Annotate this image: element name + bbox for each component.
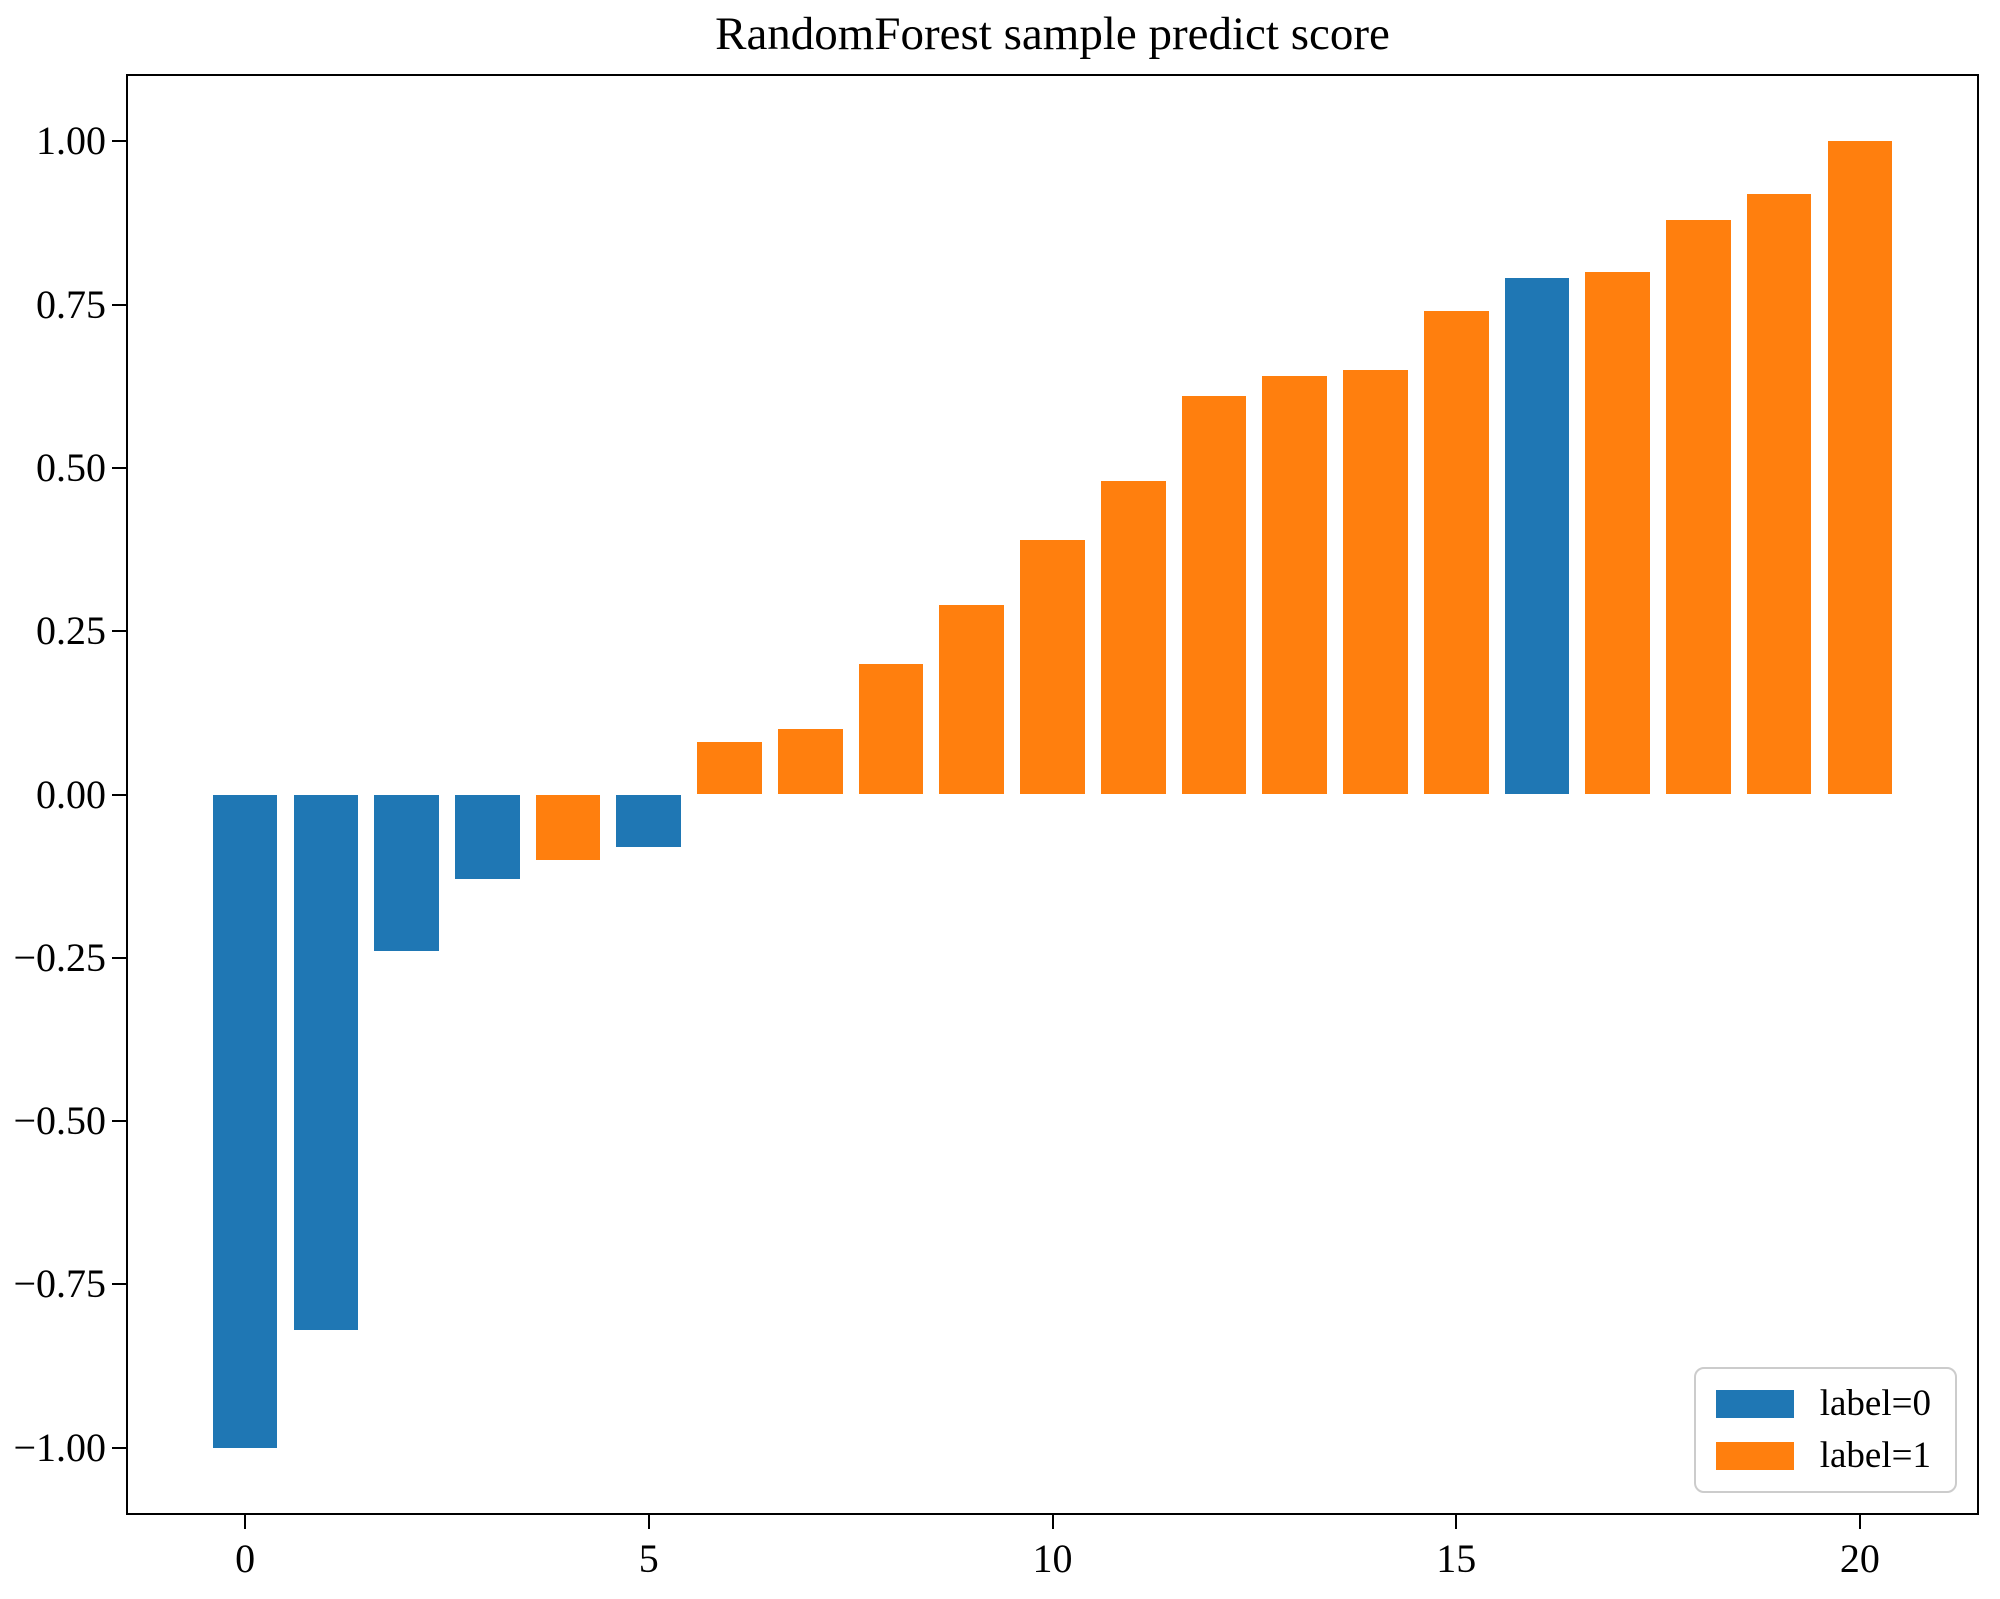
y-tick-mark xyxy=(112,140,126,143)
legend-swatch-label1 xyxy=(1715,1442,1794,1470)
x-tick-label: 10 xyxy=(1032,1536,1073,1581)
bar-x6 xyxy=(697,742,762,795)
bar-x9 xyxy=(939,605,1005,795)
x-tick-label: 0 xyxy=(235,1536,256,1581)
plot-area: label=0 label=1 1.00 0.75 0.50 0.25 0.00 −0.25… xyxy=(13,74,1979,1581)
bar-x3 xyxy=(455,794,520,880)
y-tick-mark xyxy=(112,1120,126,1123)
legend-label: label=1 xyxy=(1819,1435,1931,1476)
y-tick-mark xyxy=(112,630,126,633)
y-tick-mark xyxy=(112,1283,126,1286)
x-tick-mark xyxy=(1051,1515,1054,1529)
x-tick-mark xyxy=(244,1515,247,1529)
legend-label: label=0 xyxy=(1819,1383,1931,1424)
y-tick-label: 0.50 xyxy=(36,444,106,490)
bar-x10 xyxy=(1020,539,1085,795)
y-tick-label: −0.75 xyxy=(13,1261,106,1307)
legend-entry: label=0 xyxy=(1715,1383,1931,1424)
x-tick-label: 20 xyxy=(1839,1536,1880,1581)
bar-x7 xyxy=(777,729,843,795)
x-tick-label: 15 xyxy=(1436,1536,1477,1581)
legend-swatch-label0 xyxy=(1715,1390,1794,1418)
x-tick-mark xyxy=(1455,1515,1458,1529)
y-tick-label: 0.75 xyxy=(36,281,106,327)
bar-x4 xyxy=(535,794,601,860)
bar-x13 xyxy=(1262,376,1328,795)
y-tick-mark xyxy=(112,1446,126,1449)
bar-x1 xyxy=(293,794,359,1331)
x-tick-label: 5 xyxy=(638,1536,659,1581)
y-tick-label: 1.00 xyxy=(36,118,106,164)
bar-x11 xyxy=(1100,480,1166,795)
bar-x8 xyxy=(858,663,924,795)
x-tick-mark xyxy=(1858,1515,1861,1529)
bar-x5 xyxy=(616,794,682,847)
bar-x19 xyxy=(1746,193,1812,795)
bar-x18 xyxy=(1666,219,1731,795)
bar-x12 xyxy=(1181,396,1247,795)
bar-x14 xyxy=(1343,369,1408,795)
y-tick-label: −1.00 xyxy=(13,1424,106,1470)
bar-x15 xyxy=(1423,311,1489,795)
legend-entry: label=1 xyxy=(1715,1435,1931,1476)
bar-x17 xyxy=(1585,271,1650,795)
y-tick-label: −0.25 xyxy=(13,934,106,980)
y-tick-mark xyxy=(112,956,126,959)
legend: label=0 label=1 xyxy=(1693,1367,1957,1493)
y-tick-label: 0.25 xyxy=(36,608,106,654)
x-tick-mark xyxy=(647,1515,650,1529)
bar-x20 xyxy=(1827,141,1893,795)
chart-title: RandomForest sample predict score xyxy=(715,8,1390,60)
y-tick-mark xyxy=(112,793,126,796)
bar-x0 xyxy=(212,794,278,1448)
y-tick-label: −0.50 xyxy=(13,1098,106,1144)
bar-x2 xyxy=(374,794,439,952)
y-tick-mark xyxy=(112,303,126,306)
bar-x16 xyxy=(1504,278,1570,795)
y-tick-mark xyxy=(112,466,126,469)
y-tick-label: 0.00 xyxy=(36,771,106,817)
